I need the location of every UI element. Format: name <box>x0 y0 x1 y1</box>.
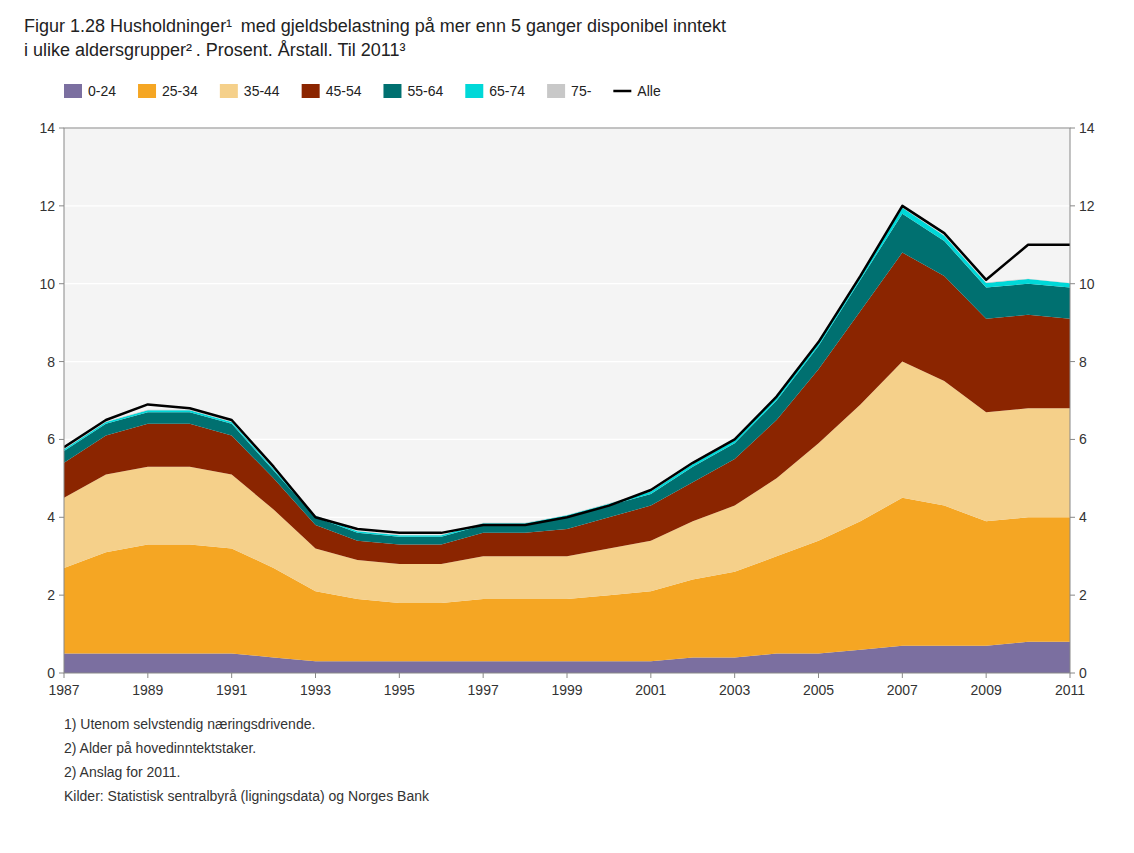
axes: 1987 1989 1991 1993 1995 1997 1999 2001 2003 2005… <box>39 120 1094 698</box>
y-tick <box>59 361 64 362</box>
x-tick <box>315 673 316 678</box>
legend-swatch <box>383 84 401 98</box>
x-tick <box>567 673 568 678</box>
y2-tick <box>1070 205 1075 206</box>
x-tick-label: 2011 <box>1055 682 1085 698</box>
x-tick-label: 2007 <box>887 682 918 698</box>
x-tick <box>483 673 484 678</box>
title: Figur 1.28 Husholdninger¹ med gjeldsbela… <box>24 16 726 36</box>
y-tick-label: 8 <box>47 354 55 370</box>
y-tick-label: 2 <box>47 587 55 603</box>
legend-label: 35-44 <box>244 83 280 99</box>
x-tick <box>231 673 232 678</box>
y2-tick <box>1070 595 1075 596</box>
footnote: 1) Utenom selvstendig næringsdrivende. <box>64 716 315 732</box>
area <box>64 214 1070 545</box>
x-tick-label: 2009 <box>971 682 1002 698</box>
y2-tick <box>1070 283 1075 284</box>
legend-label: 65-74 <box>489 83 525 99</box>
grid-line <box>64 205 1070 206</box>
legend-swatch <box>547 84 565 98</box>
x-tick-label: 1997 <box>468 682 499 698</box>
y2-tick-label: 6 <box>1079 431 1087 447</box>
y-tick-label: 4 <box>47 509 55 525</box>
grid <box>64 128 1070 673</box>
legend-swatch <box>465 84 483 98</box>
marks <box>64 206 1070 673</box>
y2-tick <box>1070 517 1075 518</box>
y-tick-label: 0 <box>47 665 55 681</box>
y-tick <box>59 595 64 596</box>
x-tick-label: 2005 <box>803 682 834 698</box>
y2-tick <box>1070 128 1075 129</box>
footnote: 2) Alder på hovedinntektstaker. <box>64 740 256 756</box>
x-tick-label: 1987 <box>48 682 79 698</box>
y-tick-label: 12 <box>39 198 55 214</box>
x-tick-label: 2001 <box>635 682 666 698</box>
y-tick-label: 10 <box>39 276 55 292</box>
y-tick <box>59 128 64 129</box>
area <box>64 208 1070 537</box>
x-tick <box>734 673 735 678</box>
y-tick <box>59 517 64 518</box>
footnote: 2) Anslag for 2011. <box>64 764 180 780</box>
line <box>64 206 1070 533</box>
y-tick <box>59 205 64 206</box>
y2-tick <box>1070 439 1075 440</box>
x-tick <box>147 673 148 678</box>
legend-label: 0-24 <box>88 83 116 99</box>
x-tick-label: 1999 <box>551 682 582 698</box>
x-tick-label: 1989 <box>132 682 163 698</box>
plot-frame <box>64 128 1070 673</box>
y-tick <box>59 673 64 674</box>
y2-tick-label: 2 <box>1079 587 1087 603</box>
area <box>64 362 1070 603</box>
legend-label: 25-34 <box>162 83 198 99</box>
y-tick-label: 6 <box>47 431 55 447</box>
legend-label: 55-64 <box>407 83 443 99</box>
x-tick-label: 1991 <box>216 682 247 698</box>
legend-label: 45-54 <box>326 83 362 99</box>
subtitle: i ulike aldersgrupper² . Prosent. Årstal… <box>24 40 409 60</box>
y2-tick-label: 4 <box>1079 509 1087 525</box>
area <box>64 207 1070 535</box>
y-tick <box>59 439 64 440</box>
x-tick <box>1070 673 1071 678</box>
y2-tick-label: 14 <box>1079 120 1095 136</box>
x-tick <box>64 673 65 678</box>
x-tick-label: 2003 <box>719 682 750 698</box>
plot-background <box>64 128 1070 673</box>
x-tick <box>818 673 819 678</box>
x-tick-label: 1995 <box>384 682 415 698</box>
chart: Figur 1.28 Husholdninger¹ med gjeldsbela… <box>0 0 1134 853</box>
x-tick <box>399 673 400 678</box>
x-tick <box>650 673 651 678</box>
legend-label: 75- <box>571 83 592 99</box>
legend-swatch <box>64 84 82 98</box>
y2-tick-label: 10 <box>1079 276 1095 292</box>
legend-swatch <box>613 90 631 93</box>
y2-tick <box>1070 673 1075 674</box>
y2-tick-label: 12 <box>1079 198 1095 214</box>
x-tick <box>986 673 987 678</box>
footnote: Kilder: Statistisk sentralbyrå (lignings… <box>64 788 430 804</box>
legend-swatch <box>220 84 238 98</box>
x-tick-label: 1993 <box>300 682 331 698</box>
y-tick <box>59 283 64 284</box>
legend-label: Alle <box>637 83 661 99</box>
legend-swatch <box>138 84 156 98</box>
x-tick <box>902 673 903 678</box>
legend: 0-24 25-34 35-44 45-54 55-64 65-74 75- Alle <box>64 83 661 99</box>
y2-tick-label: 0 <box>1079 665 1087 681</box>
y-tick-label: 14 <box>39 120 55 136</box>
legend-swatch <box>302 84 320 98</box>
y2-tick <box>1070 361 1075 362</box>
y2-tick-label: 8 <box>1079 354 1087 370</box>
